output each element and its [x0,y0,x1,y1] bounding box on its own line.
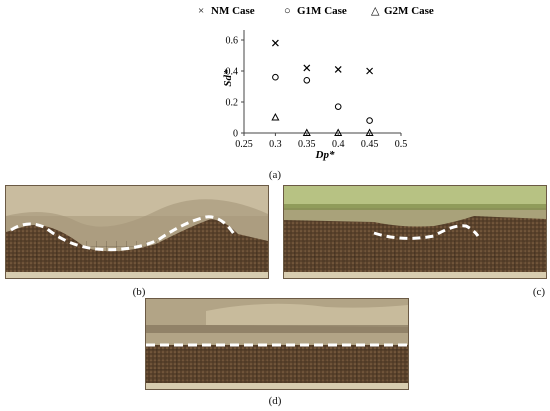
x-tick-label: 0.25 [235,139,253,150]
y-tick-label: 0.4 [226,67,239,78]
caption-c: (c) [532,286,546,298]
legend-symbol: △ [371,5,380,17]
x-tick-label: 0.4 [332,139,345,150]
y-tick-label: 0.6 [226,36,239,47]
x-axis-label: Dp* [315,149,335,161]
photo-b [5,185,269,279]
caption-b: (b) [132,286,146,298]
photo-c [283,185,547,279]
data-point [271,39,279,47]
x-tick-label: 0.5 [395,139,408,150]
legend-symbol: × [198,5,204,17]
data-point [302,128,311,136]
legend-label: G1M Case [297,5,347,17]
y-axis-label: Sd* [222,69,234,87]
data-point [271,112,280,121]
caption-a: (a) [268,169,282,181]
legend-symbol: ○ [284,5,291,17]
chart-axes [243,30,401,134]
photo-c-image [284,186,546,278]
y-tick-label: 0 [233,129,238,140]
photo-d [145,298,409,390]
photo-d-image [146,299,408,389]
x-tick-label: 0.3 [269,139,282,150]
photo-b-image [6,186,268,278]
data-point [334,128,343,136]
data-point [272,73,279,81]
caption-d: (d) [268,395,282,407]
legend-label: G2M Case [384,5,434,17]
chart-marks [271,39,374,136]
legend-label: NM Case [211,5,255,17]
data-point [366,67,374,75]
data-point [303,64,311,72]
x-tick-label: 0.45 [361,139,379,150]
data-point [334,66,342,73]
chart-ticks: 0.25 0.3 0.35 0.4 0.45 0.5 0 0.2 0.4 0.6 [226,36,408,151]
data-point [365,128,374,136]
scatter-chart: × NM Case ○ G1M Case △ G2M Case 0.25 0.3 0.35 0.… [198,5,434,161]
x-tick-label: 0.35 [298,139,316,150]
data-point [366,117,373,124]
data-point [334,103,342,110]
y-tick-label: 0.2 [226,98,239,109]
chart-legend: × NM Case ○ G1M Case △ G2M Case [198,5,434,17]
data-point [303,77,311,84]
